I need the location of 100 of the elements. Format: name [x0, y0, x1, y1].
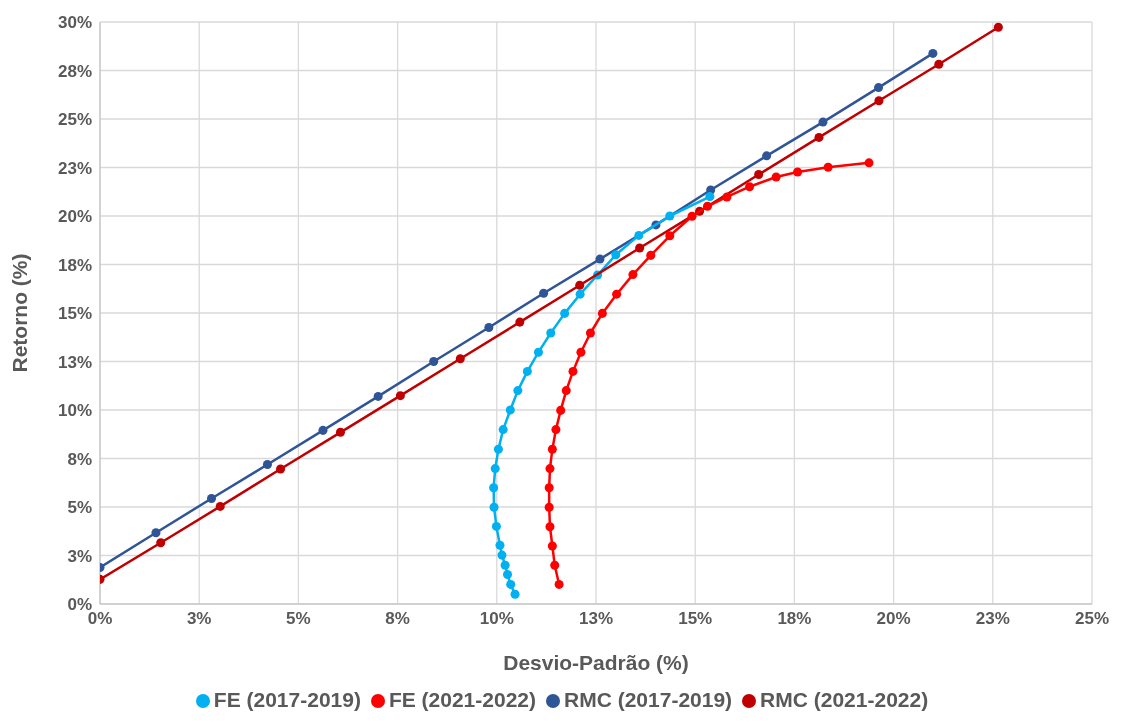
point	[754, 169, 764, 179]
point	[505, 405, 515, 415]
point	[156, 538, 166, 548]
y-tick-label: 28%	[57, 61, 92, 81]
y-tick-label: 23%	[57, 158, 92, 178]
point	[495, 540, 505, 550]
x-tick-label: 10%	[479, 609, 514, 629]
point	[635, 243, 645, 253]
y-tick-label: 13%	[57, 352, 92, 372]
point	[491, 521, 501, 531]
point	[547, 444, 557, 454]
point	[489, 483, 499, 493]
legend-label: RMC (2021-2022)	[760, 688, 929, 711]
x-tick-label: 0%	[87, 609, 113, 629]
y-tick-label: 10%	[57, 401, 92, 421]
point	[544, 502, 554, 512]
point	[823, 162, 833, 172]
point	[665, 231, 675, 241]
point	[510, 589, 520, 599]
point	[793, 167, 803, 177]
point	[585, 328, 595, 338]
point	[568, 366, 578, 376]
point	[335, 427, 345, 437]
legend-label: FE (2021-2022)	[388, 688, 537, 711]
point	[762, 151, 772, 161]
point	[551, 425, 561, 435]
point	[455, 354, 465, 364]
y-tick-label: 15%	[57, 304, 92, 324]
point	[522, 366, 532, 376]
point	[550, 560, 560, 570]
point	[665, 211, 675, 221]
point	[634, 230, 644, 240]
y-axis-title: Retorno (%)	[8, 253, 32, 373]
point	[546, 328, 556, 338]
point	[874, 96, 884, 106]
x-tick-label: 5%	[286, 609, 311, 629]
y-tick-label: 25%	[57, 110, 92, 130]
point	[646, 250, 656, 260]
point	[151, 528, 161, 538]
x-tick-label: 23%	[975, 609, 1010, 629]
point	[215, 501, 225, 511]
point	[611, 250, 621, 260]
y-tick-label: 20%	[57, 207, 92, 227]
point	[539, 288, 549, 298]
point	[705, 192, 715, 202]
point	[575, 289, 585, 299]
point	[513, 386, 523, 396]
point	[612, 289, 622, 299]
x-tick-label: 15%	[678, 609, 713, 629]
y-tick-label: 18%	[57, 255, 92, 275]
point	[814, 132, 824, 142]
y-tick-label: 8%	[67, 449, 92, 469]
point	[493, 444, 503, 454]
point	[597, 308, 607, 318]
point	[561, 386, 571, 396]
point	[864, 158, 874, 168]
point	[373, 391, 383, 401]
point	[545, 464, 555, 474]
point	[818, 117, 828, 127]
point	[576, 347, 586, 357]
point	[874, 83, 884, 93]
point	[547, 541, 557, 551]
y-tick-label: 3%	[67, 546, 92, 566]
point	[497, 550, 507, 560]
point	[702, 201, 713, 211]
point	[515, 317, 525, 327]
x-axis-title: Desvio-Padrão (%)	[503, 651, 689, 674]
point	[484, 323, 494, 333]
point	[745, 182, 755, 192]
point	[554, 579, 564, 589]
point	[575, 280, 585, 290]
point	[490, 464, 500, 474]
point	[545, 522, 555, 532]
point	[262, 460, 272, 470]
legend-label: FE (2017-2019)	[213, 688, 361, 711]
x-tick-label: 8%	[385, 609, 410, 629]
point	[500, 560, 510, 570]
point	[993, 22, 1003, 32]
x-tick-label: 13%	[578, 609, 614, 629]
point	[498, 425, 508, 435]
point	[628, 270, 638, 280]
point	[206, 493, 217, 503]
point	[544, 483, 554, 493]
point	[687, 211, 697, 221]
point	[928, 48, 938, 58]
point	[395, 391, 405, 401]
legend-label: RMC (2017-2019)	[564, 688, 733, 711]
x-tick-label: 20%	[876, 609, 911, 629]
point	[934, 59, 944, 69]
y-tick-label: 5%	[67, 498, 92, 518]
point	[489, 502, 499, 512]
point	[771, 172, 781, 182]
point	[506, 579, 516, 589]
point	[533, 347, 543, 357]
point	[429, 356, 439, 367]
point	[722, 192, 732, 202]
point	[503, 570, 513, 580]
point	[556, 405, 566, 415]
x-tick-label: 25%	[1074, 609, 1110, 629]
y-tick-label: 30%	[57, 13, 92, 33]
